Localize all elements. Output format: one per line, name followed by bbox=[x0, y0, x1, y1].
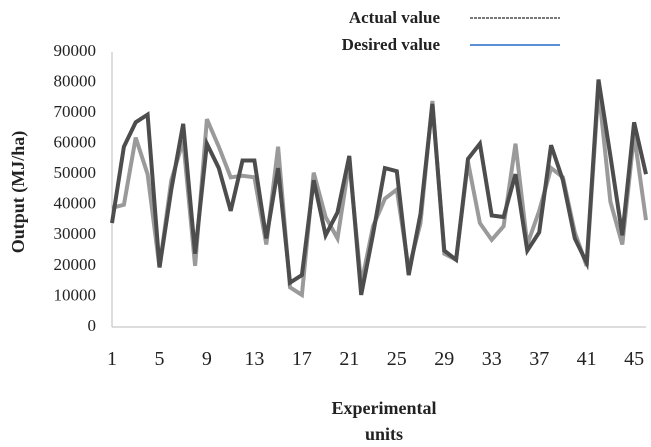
x-tick-label: 41 bbox=[577, 348, 597, 370]
y-tick-label: 70000 bbox=[54, 102, 97, 121]
x-tick-label: 5 bbox=[154, 348, 164, 370]
x-tick-label: 13 bbox=[244, 348, 264, 370]
legend-label-actual: Actual value bbox=[349, 8, 441, 27]
y-tick-label: 80000 bbox=[54, 71, 97, 90]
x-tick-label: 21 bbox=[339, 348, 359, 370]
y-tick-label: 10000 bbox=[54, 285, 97, 304]
series-group bbox=[110, 79, 648, 299]
legend-label-desired: Desired value bbox=[342, 35, 441, 54]
x-tick-label: 37 bbox=[529, 348, 549, 370]
y-tick-label: 60000 bbox=[54, 133, 97, 152]
x-axis-ticks: 1 5 9 13 17 21 25 29 33 37 41 45 bbox=[107, 348, 644, 370]
x-axis-title-line2: units bbox=[365, 424, 403, 444]
legend: Actual value Desired value bbox=[342, 8, 560, 54]
x-axis-title-line1: Experimental bbox=[332, 398, 437, 418]
x-tick-label: 33 bbox=[482, 348, 502, 370]
y-tick-label: 30000 bbox=[54, 224, 97, 243]
y-tick-label: 20000 bbox=[54, 255, 97, 274]
x-tick-label: 25 bbox=[387, 348, 407, 370]
y-axis-title: Output (MJ/ha) bbox=[8, 131, 29, 254]
y-axis-ticks: 0 10000 20000 30000 40000 50000 60000 70000 8000… bbox=[54, 41, 97, 335]
x-tick-label: 17 bbox=[292, 348, 312, 370]
series-line-actual bbox=[110, 79, 648, 296]
y-tick-label: 50000 bbox=[54, 163, 97, 182]
x-tick-label: 9 bbox=[202, 348, 212, 370]
x-tick-label: 29 bbox=[434, 348, 454, 370]
y-tick-label: 40000 bbox=[54, 194, 97, 213]
x-tick-label: 1 bbox=[107, 348, 117, 370]
y-tick-label: 90000 bbox=[54, 41, 97, 60]
x-tick-label: 45 bbox=[624, 348, 644, 370]
y-tick-label: 0 bbox=[88, 316, 97, 335]
